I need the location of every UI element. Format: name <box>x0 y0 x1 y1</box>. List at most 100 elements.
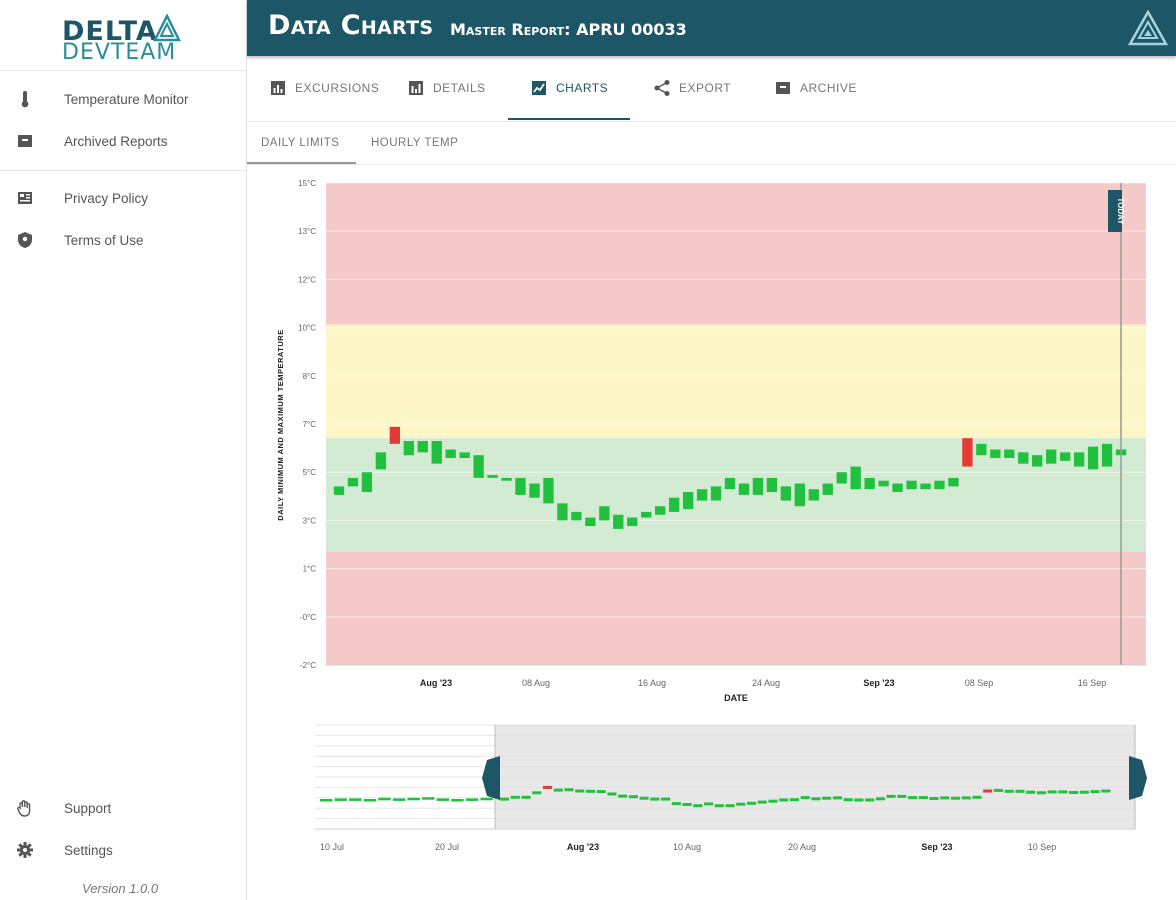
shield-icon <box>15 230 35 250</box>
daily-range-bar[interactable] <box>599 506 610 521</box>
daily-range-bar[interactable] <box>347 477 359 487</box>
excursion-bar[interactable] <box>389 426 401 444</box>
daily-range-bar[interactable] <box>976 443 987 456</box>
daily-range-bar[interactable] <box>1032 455 1043 467</box>
daily-range-bar[interactable] <box>403 441 414 456</box>
daily-range-bar[interactable] <box>473 455 484 478</box>
limit-band-0 <box>326 183 1146 325</box>
daily-range-bar[interactable] <box>808 489 819 501</box>
daily-range-bar[interactable] <box>892 483 903 493</box>
daily-limits-chart[interactable]: 15°C13°C12°C10°C8°C7°C5°C3°C1°C-0°C-2°C … <box>262 168 1162 713</box>
navigator-bar <box>661 797 671 801</box>
daily-range-bar[interactable] <box>738 483 750 495</box>
daily-range-bar[interactable] <box>1004 449 1015 459</box>
daily-range-bar[interactable] <box>948 477 959 487</box>
subtab-daily-limits[interactable]: DAILY LIMITS <box>261 122 339 163</box>
daily-range-bar[interactable] <box>557 503 568 521</box>
navigator-bar <box>993 788 1004 792</box>
sidebar-item-label: Terms of Use <box>64 232 144 248</box>
x-axis-title: DATE <box>724 693 748 703</box>
sidebar-item-archived-reports[interactable]: Archived Reports <box>0 121 247 161</box>
y-tick-label: 8°C <box>303 372 317 381</box>
daily-range-bar[interactable] <box>487 475 498 478</box>
navigator-left-handle[interactable] <box>482 756 500 800</box>
brand-logo[interactable]: DELTA DEVTEAM <box>62 12 192 65</box>
daily-range-bar[interactable] <box>752 477 764 495</box>
navigator-bar <box>575 789 585 793</box>
navigator-bar <box>1015 789 1025 793</box>
daily-range-bar[interactable] <box>613 514 624 529</box>
sidebar-item-settings[interactable]: Settings <box>0 830 247 870</box>
y-axis-title: DAILY MINIMUM AND MAXIMUM TEMPERATURE <box>276 329 285 520</box>
daily-range-bar[interactable] <box>906 480 917 490</box>
navigator-bar <box>822 796 832 800</box>
tab-label: EXPORT <box>679 81 732 95</box>
daily-range-bar[interactable] <box>794 483 805 507</box>
navigator-bar <box>725 804 735 808</box>
subtab-hourly-temp[interactable]: HOURLY TEMP <box>371 122 458 163</box>
navigator-bar <box>553 788 563 792</box>
daily-range-bar[interactable] <box>696 489 708 501</box>
sidebar-item-terms-of-use[interactable]: Terms of Use <box>0 220 247 260</box>
navigator-bar <box>607 792 617 796</box>
x-tick-label: 08 Aug <box>522 678 550 688</box>
daily-range-bar[interactable] <box>1018 452 1029 464</box>
daily-range-bar[interactable] <box>417 441 428 453</box>
daily-range-bar[interactable] <box>361 472 373 493</box>
daily-range-bar[interactable] <box>445 449 456 459</box>
daily-range-bar[interactable] <box>864 477 875 490</box>
excursion-bar[interactable] <box>962 438 973 467</box>
daily-range-bar[interactable] <box>766 477 778 493</box>
navigator-right-handle[interactable] <box>1129 756 1147 800</box>
daily-range-bar[interactable] <box>1101 443 1113 467</box>
tab-archive[interactable]: ARCHIVE <box>774 56 857 120</box>
range-navigator[interactable]: 10 Jul 20 Jul Aug '23 10 Aug 20 Aug Sep '23 10… <box>300 718 1162 863</box>
daily-range-bar[interactable] <box>934 480 945 490</box>
daily-range-bar[interactable] <box>990 449 1001 459</box>
daily-range-bar[interactable] <box>1046 449 1057 464</box>
daily-range-bar[interactable] <box>515 477 526 495</box>
daily-range-bar[interactable] <box>585 517 596 527</box>
daily-range-bar[interactable] <box>543 477 554 504</box>
daily-range-bar[interactable] <box>655 506 666 515</box>
daily-range-bar[interactable] <box>850 466 861 490</box>
daily-range-bar[interactable] <box>822 483 833 495</box>
tab-charts[interactable]: CHARTS <box>530 56 608 120</box>
daily-range-bar[interactable] <box>724 477 736 490</box>
sidebar-item-temperature-monitor[interactable]: Temperature Monitor <box>0 79 247 119</box>
tab-export[interactable]: EXPORT <box>653 56 731 120</box>
daily-range-bar[interactable] <box>641 511 652 518</box>
report-subtitle: Master Report: APRU 00033 <box>450 20 687 39</box>
y-tick-label: 3°C <box>303 516 317 525</box>
sidebar-item-privacy-policy[interactable]: Privacy Policy <box>0 178 247 218</box>
daily-range-bar[interactable] <box>710 486 722 501</box>
daily-range-bar[interactable] <box>682 492 694 510</box>
daily-range-bar[interactable] <box>780 486 792 501</box>
navigator-selected-range[interactable] <box>495 725 1135 829</box>
daily-range-bar[interactable] <box>459 452 470 459</box>
tab-details[interactable]: DETAILS <box>407 56 486 120</box>
brand-triangle-icon <box>1128 10 1168 46</box>
daily-range-bar[interactable] <box>836 472 847 484</box>
daily-range-bar[interactable] <box>501 477 512 481</box>
daily-range-bar[interactable] <box>920 483 931 490</box>
daily-range-bar[interactable] <box>668 497 680 512</box>
daily-range-bar[interactable] <box>1059 452 1071 461</box>
active-tab-indicator <box>508 118 630 120</box>
daily-range-bar[interactable] <box>627 517 638 527</box>
daily-range-bar[interactable] <box>878 480 889 487</box>
navigator-x-tick-label: 20 Aug <box>788 842 816 852</box>
daily-range-bar[interactable] <box>571 511 582 521</box>
daily-range-bar[interactable] <box>431 441 442 464</box>
daily-range-bar[interactable] <box>333 486 345 495</box>
navigator-bar <box>800 796 810 800</box>
navigator-bar <box>465 798 479 801</box>
tab-excursions[interactable]: EXCURSIONS <box>269 56 379 120</box>
navigator-bar <box>918 796 928 800</box>
sidebar-item-support[interactable]: Support <box>0 788 247 828</box>
daily-range-bar[interactable] <box>1087 446 1099 470</box>
daily-range-bar[interactable] <box>375 452 387 470</box>
daily-range-bar[interactable] <box>529 483 540 498</box>
daily-range-bar[interactable] <box>1073 452 1085 467</box>
navigator-bar <box>682 803 692 806</box>
